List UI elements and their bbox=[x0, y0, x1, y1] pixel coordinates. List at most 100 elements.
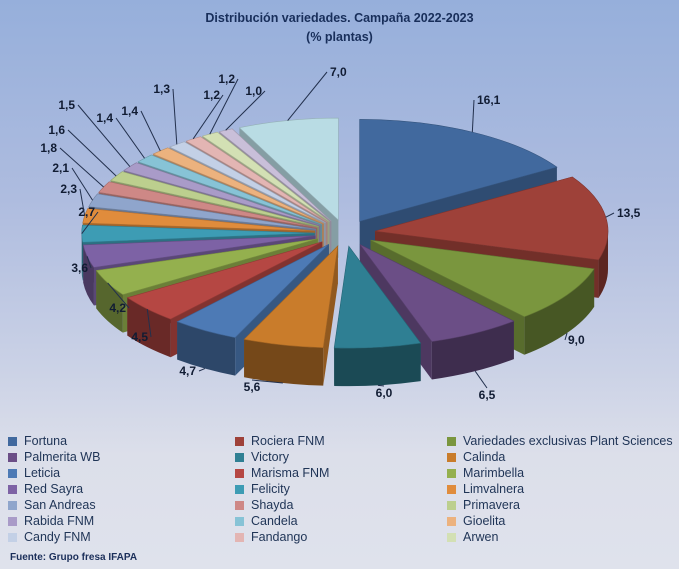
label-leader-line bbox=[225, 90, 266, 131]
slice-outer-wall bbox=[431, 321, 514, 380]
label-leader-line bbox=[77, 104, 131, 167]
slice-value-label: 1,4 bbox=[121, 104, 138, 118]
legend-label: Red Sayra bbox=[24, 482, 84, 496]
slice-value-label: 4,7 bbox=[179, 364, 196, 378]
slice-outer-wall bbox=[244, 339, 324, 386]
slice-value-label: 1,2 bbox=[203, 88, 220, 102]
slice-value-label: 13,5 bbox=[617, 206, 641, 220]
legend-item: Rociera FNM bbox=[235, 433, 447, 449]
legend-label: Rabida FNM bbox=[24, 514, 95, 528]
legend-swatch bbox=[8, 516, 17, 526]
legend-swatch bbox=[447, 468, 456, 478]
slice-top-face bbox=[370, 239, 595, 318]
label-leader-line bbox=[146, 309, 152, 338]
legend-swatch bbox=[8, 532, 17, 542]
label-leader-line bbox=[564, 332, 568, 341]
slice-top-face bbox=[243, 245, 339, 348]
slice-value-label: 16,1 bbox=[477, 93, 501, 107]
legend-label: Marisma FNM bbox=[251, 466, 330, 480]
legend-item: Primavera bbox=[447, 497, 676, 513]
slice-outer-wall bbox=[524, 268, 595, 355]
label-leader-line bbox=[172, 88, 178, 145]
legend-swatch bbox=[235, 532, 244, 542]
legend-item: Candela bbox=[235, 513, 447, 529]
legend-item: Victory bbox=[235, 449, 447, 465]
legend-swatch bbox=[235, 436, 244, 446]
legend-label: San Andreas bbox=[24, 498, 96, 512]
slice-top-face bbox=[88, 193, 317, 230]
legend-label: Felicity bbox=[251, 482, 290, 496]
legend-label: Candy FNM bbox=[24, 530, 91, 544]
slice-top-face bbox=[152, 147, 324, 224]
legend-label: Primavera bbox=[463, 498, 520, 512]
legend-item: Calinda bbox=[447, 449, 676, 465]
legend-swatch bbox=[235, 452, 244, 462]
legend-swatch bbox=[447, 532, 456, 542]
legend-swatch bbox=[8, 500, 17, 510]
label-leader-line bbox=[59, 147, 104, 188]
legend-item: Red Sayra bbox=[8, 481, 235, 497]
legend-label: Arwen bbox=[463, 530, 499, 544]
legend-item: Felicity bbox=[235, 481, 447, 497]
legend-swatch bbox=[235, 500, 244, 510]
slice-top-face bbox=[359, 119, 558, 222]
legend-label: Fandango bbox=[251, 530, 308, 544]
slice-value-labels: 16,1 13,5 9,0 6,5 6,0 5,6 4,7 4,5 4,2 3,6 2,72,3 2,… bbox=[40, 65, 640, 402]
legend-label: Leticia bbox=[24, 466, 61, 480]
legend-item: Leticia bbox=[8, 465, 235, 481]
slice-value-label: 1,6 bbox=[48, 123, 65, 137]
label-leader-line bbox=[287, 71, 328, 121]
legend-swatch bbox=[447, 516, 456, 526]
slice-value-label: 1,4 bbox=[96, 111, 113, 125]
slice-value-label: 4,2 bbox=[109, 301, 126, 315]
slice-value-label: 7,0 bbox=[330, 65, 347, 79]
legend-swatch bbox=[235, 468, 244, 478]
legend: Fortuna Rociera FNM Variedades exclusivas … bbox=[8, 433, 676, 545]
slice-top-face bbox=[168, 141, 326, 224]
slice-value-label: 2,1 bbox=[52, 161, 69, 175]
legend-swatch bbox=[8, 452, 17, 462]
slice-value-label: 1,3 bbox=[153, 82, 170, 96]
label-leader-line bbox=[86, 256, 92, 269]
legend-item: Marisma FNM bbox=[235, 465, 447, 481]
slice-top-face bbox=[238, 117, 339, 221]
slice-value-label: 2,3 bbox=[60, 182, 77, 196]
label-leader-line bbox=[115, 117, 145, 159]
slice-top-face bbox=[185, 136, 328, 223]
legend-swatch bbox=[235, 484, 244, 494]
slice-value-label: 4,5 bbox=[131, 330, 148, 344]
legend-label: Limvalnera bbox=[463, 482, 525, 496]
slice-top-face bbox=[123, 162, 321, 226]
label-leader-line bbox=[71, 167, 94, 201]
slice-top-face bbox=[137, 154, 323, 225]
legend-label: Calinda bbox=[463, 450, 506, 464]
slice-top-face bbox=[359, 244, 515, 342]
slice-outer-wall bbox=[127, 297, 171, 358]
label-leader-line bbox=[79, 188, 86, 216]
slice-top-face bbox=[176, 243, 330, 338]
slice-outer-wall bbox=[81, 233, 83, 281]
slice-value-label: 3,6 bbox=[71, 261, 88, 275]
chart-title-line1: Distribución variedades. Campaña 2022-20… bbox=[205, 11, 474, 25]
legend-label: Shayda bbox=[251, 498, 294, 512]
label-leader-line bbox=[107, 282, 130, 309]
pie-slice-victory bbox=[333, 245, 422, 387]
legend-label: Variedades exclusivas Plant Sciences bbox=[463, 434, 673, 448]
slice-value-label: 9,0 bbox=[568, 333, 585, 347]
slice-top-face bbox=[374, 176, 609, 261]
label-leader-line bbox=[192, 94, 224, 140]
slice-outer-wall bbox=[177, 321, 236, 376]
legend-swatch bbox=[447, 484, 456, 494]
legend-label: Candela bbox=[251, 514, 298, 528]
label-leader-line bbox=[81, 211, 99, 235]
label-leader-line bbox=[377, 384, 385, 387]
slice-outer-wall bbox=[96, 270, 123, 333]
legend-item: Shayda bbox=[235, 497, 447, 513]
legend-item: Candy FNM bbox=[8, 529, 235, 545]
legend-item: Rabida FNM bbox=[8, 513, 235, 529]
legend-swatch bbox=[447, 436, 456, 446]
legend-item: Fandango bbox=[235, 529, 447, 545]
slice-value-label: 1,0 bbox=[245, 84, 262, 98]
legend-item: Gioelita bbox=[447, 513, 676, 529]
